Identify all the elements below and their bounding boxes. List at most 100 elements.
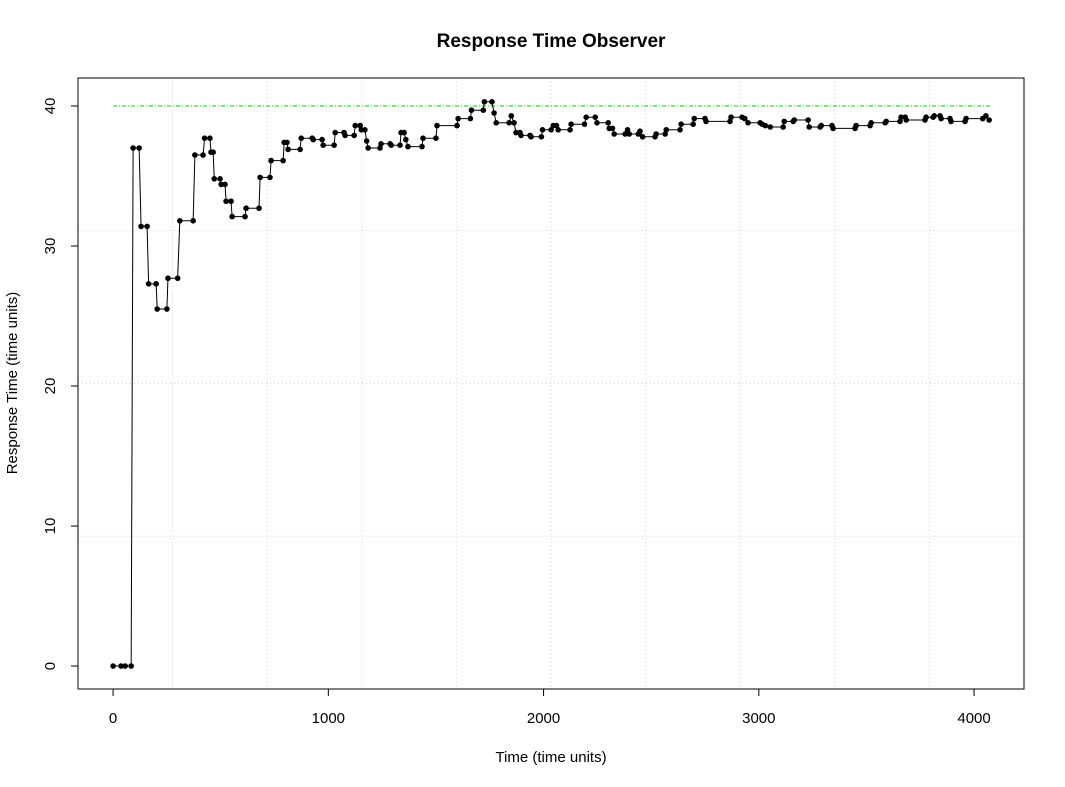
data-point <box>897 118 903 125</box>
data-point <box>310 136 317 143</box>
data-point <box>583 114 589 121</box>
y-tick-label: 20 <box>42 378 59 395</box>
data-point <box>365 145 371 151</box>
data-point <box>434 122 440 129</box>
x-tick-label: 4000 <box>957 710 990 727</box>
data-point <box>624 127 631 133</box>
data-point <box>592 114 599 121</box>
data-point <box>377 145 383 151</box>
data-point <box>207 135 213 142</box>
data-point <box>678 121 684 128</box>
data-point <box>419 143 425 150</box>
data-point <box>903 117 910 123</box>
data-point <box>378 141 384 147</box>
data-point <box>144 223 150 230</box>
data-point <box>320 142 326 149</box>
y-tick-label: 10 <box>42 518 59 535</box>
data-point <box>222 181 228 188</box>
data-point <box>362 127 368 133</box>
data-point <box>923 114 929 121</box>
data-point <box>420 135 426 142</box>
data-point <box>830 125 836 132</box>
data-point <box>467 115 474 122</box>
data-point <box>727 118 733 125</box>
x-tick-label: 2000 <box>527 710 560 727</box>
data-point <box>938 115 944 122</box>
data-point <box>663 127 670 133</box>
data-point <box>454 122 460 129</box>
data-point <box>986 117 992 123</box>
data-point <box>297 146 303 153</box>
data-point <box>611 131 617 137</box>
data-point <box>285 146 291 153</box>
data-point <box>397 142 403 149</box>
data-point <box>568 121 574 128</box>
data-point <box>401 129 407 136</box>
data-point <box>883 118 890 125</box>
data-point <box>455 115 461 122</box>
data-point <box>567 127 573 133</box>
data-point <box>931 113 938 119</box>
data-point <box>662 131 668 137</box>
data-point <box>780 124 786 130</box>
data-point <box>136 145 142 151</box>
x-axis-label: Time (time units) <box>495 749 606 766</box>
data-point <box>511 120 517 126</box>
data-point <box>805 117 811 123</box>
data-point <box>594 120 600 126</box>
data-point <box>138 223 144 230</box>
data-point <box>122 663 128 669</box>
data-point <box>868 120 874 126</box>
data-point <box>200 152 206 158</box>
data-point <box>518 132 524 139</box>
data-point <box>553 122 560 129</box>
data-point <box>154 306 161 312</box>
data-point <box>948 118 954 125</box>
data-point <box>351 132 357 139</box>
data-point <box>818 122 825 129</box>
data-point <box>433 135 439 142</box>
data-point <box>508 113 515 119</box>
data-point <box>298 135 305 142</box>
data-point <box>581 121 588 128</box>
data-point <box>388 142 394 149</box>
data-point <box>211 176 218 182</box>
data-point <box>332 129 339 136</box>
data-point <box>489 99 495 105</box>
data-point <box>762 122 769 129</box>
data-point <box>513 129 519 136</box>
data-point <box>538 134 545 140</box>
y-tick-label: 40 <box>42 98 59 115</box>
data-point <box>898 114 904 121</box>
data-point <box>742 115 748 122</box>
data-point <box>280 157 286 164</box>
data-point <box>257 174 263 181</box>
data-point <box>130 145 136 151</box>
data-point <box>781 118 788 125</box>
data-point <box>242 213 248 220</box>
data-point <box>192 152 198 158</box>
plot-frame <box>77 77 1025 690</box>
data-point <box>164 306 170 312</box>
data-point <box>190 218 196 224</box>
data-point <box>174 275 181 282</box>
data-point <box>639 134 646 140</box>
data-point <box>539 127 546 133</box>
data-point <box>691 115 698 122</box>
data-point <box>528 134 534 140</box>
data-point <box>853 122 859 129</box>
data-point <box>210 149 216 156</box>
data-point <box>745 120 751 126</box>
data-point <box>653 131 659 137</box>
data-point <box>256 205 262 212</box>
data-point <box>267 174 273 181</box>
data-point <box>622 131 628 137</box>
data-point <box>605 120 611 126</box>
x-tick-label: 0 <box>109 710 117 727</box>
chart-title: Response Time Observer <box>437 31 666 52</box>
data-point <box>480 107 487 114</box>
data-point <box>626 131 633 137</box>
